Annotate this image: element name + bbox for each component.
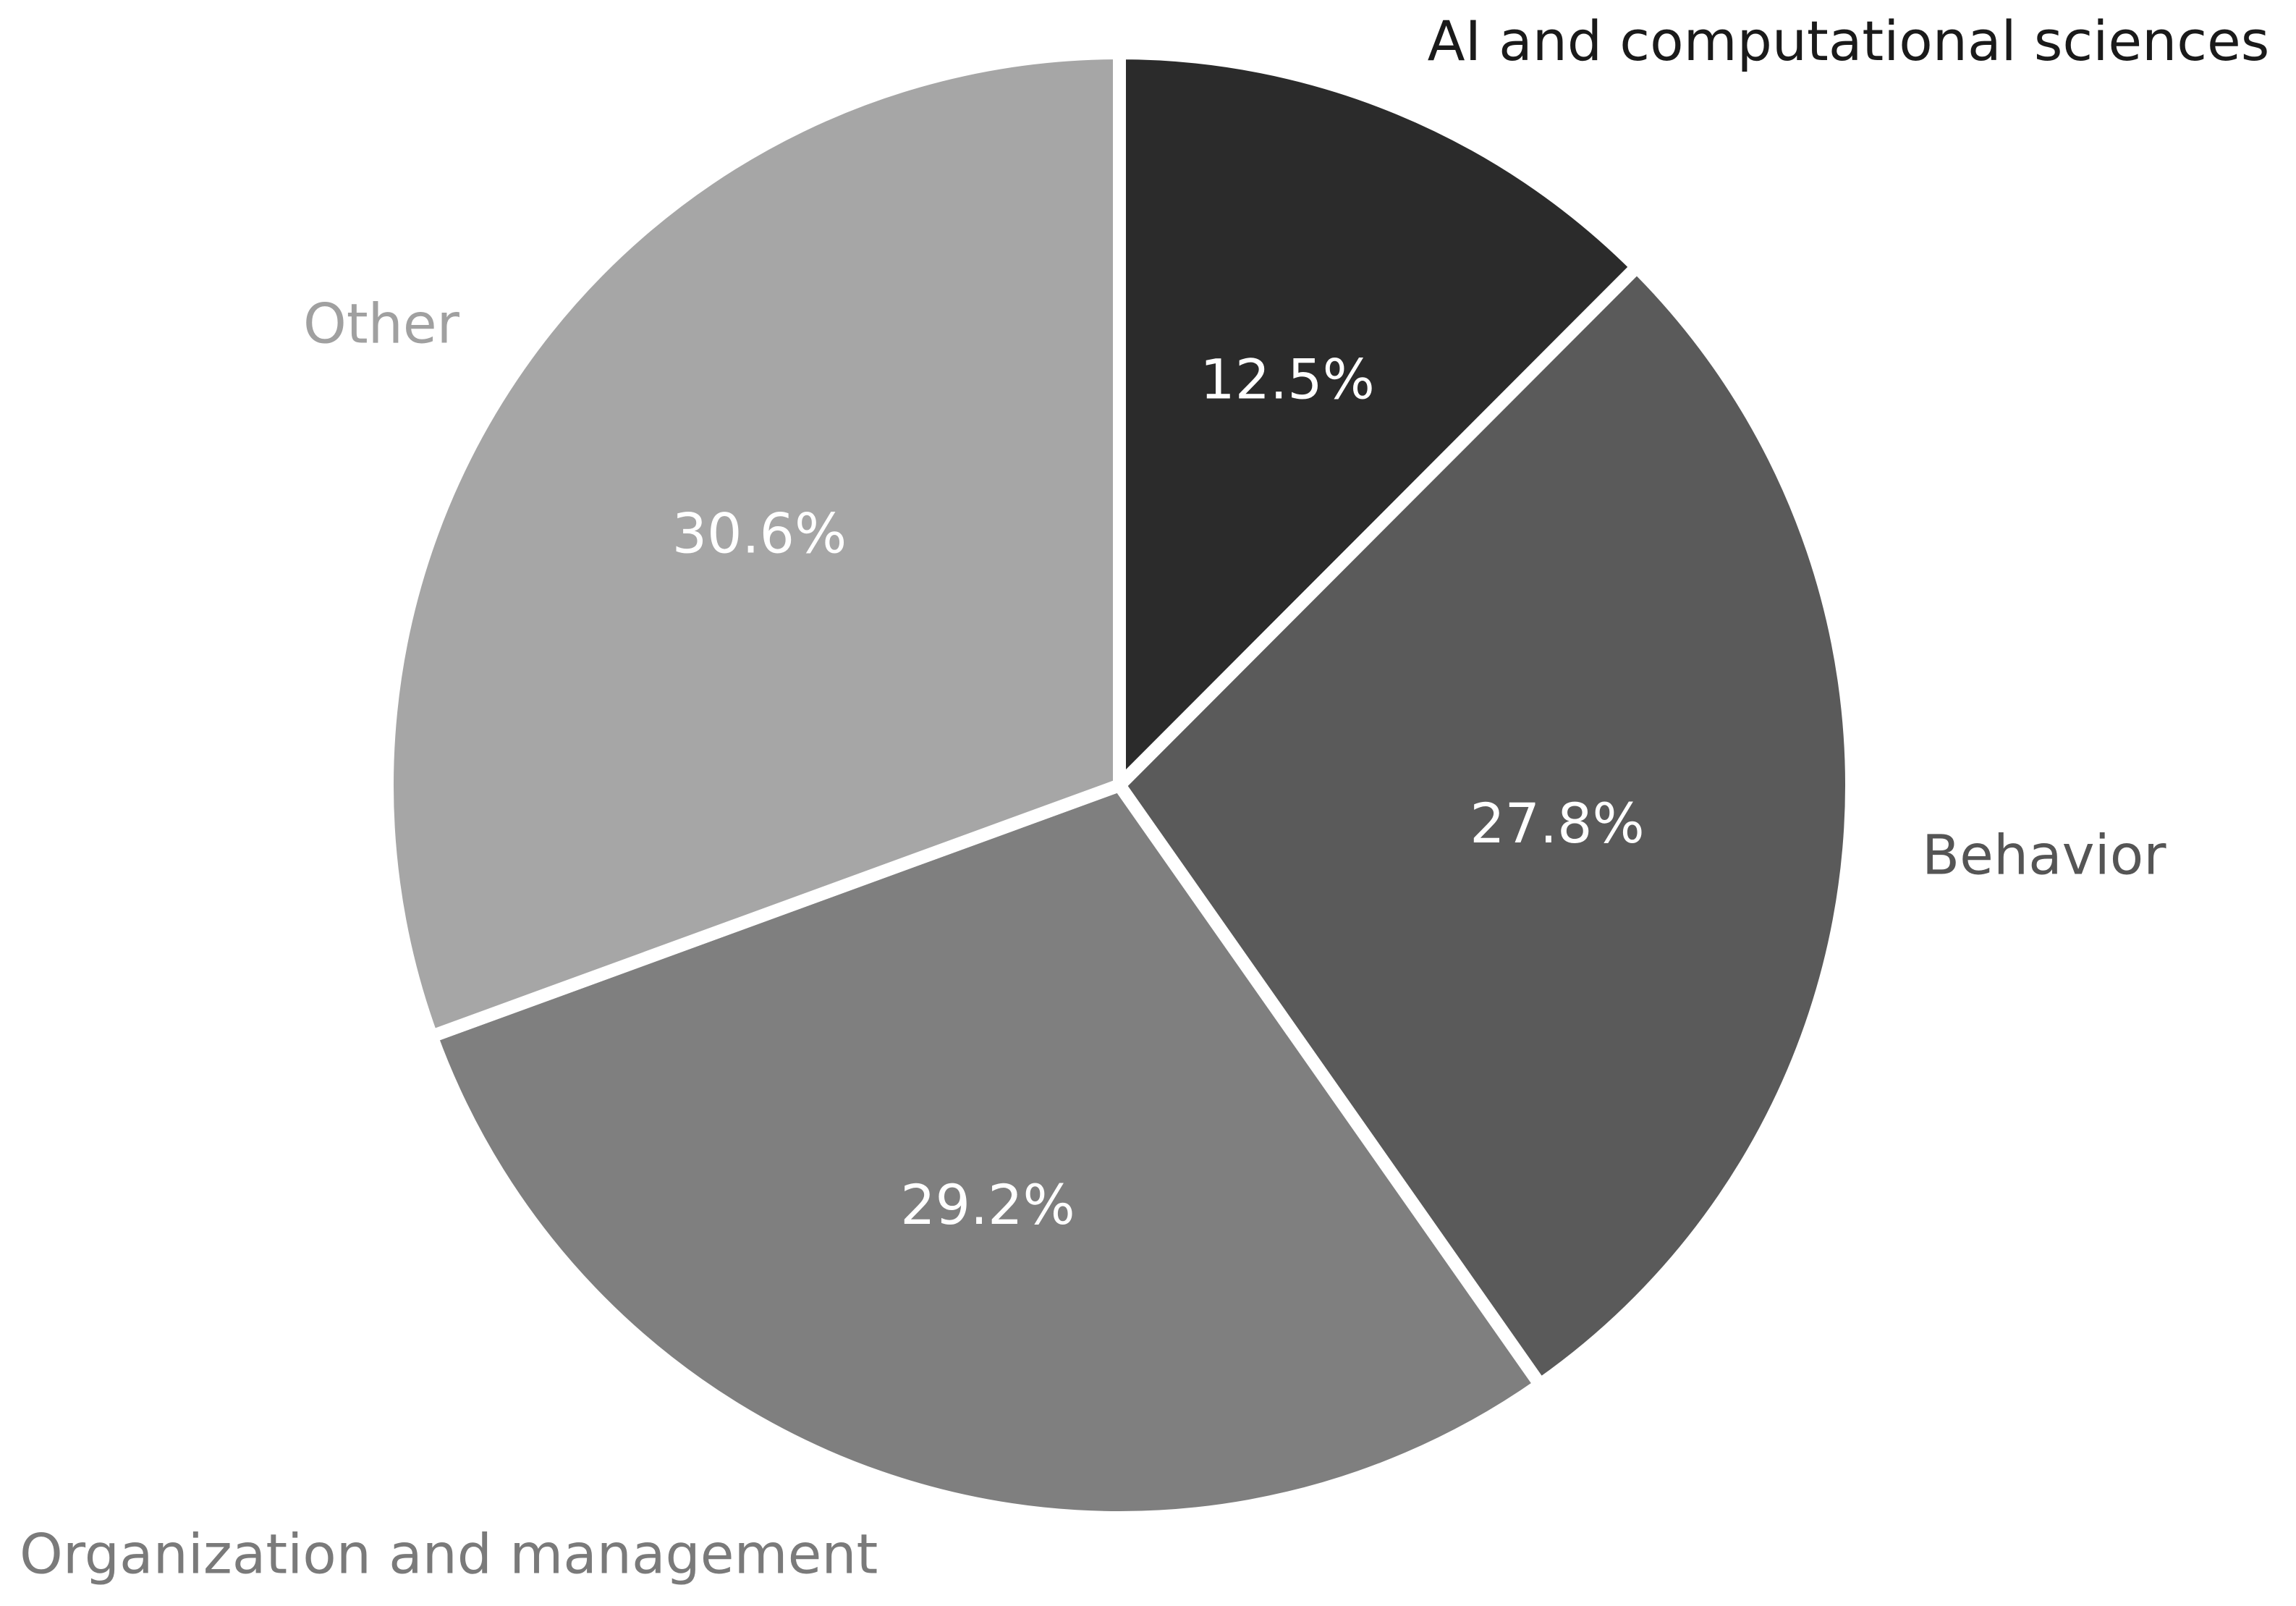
category-label-ai-and-computational-sciences: AI and computational sciences — [1428, 9, 2270, 73]
pie-slice-other — [381, 46, 1126, 1045]
percentage-labels: 12.5% 27.8% 29.2% 30.6% — [672, 347, 1645, 1236]
category-labels: AI and computational sciences Behavior Org… — [20, 9, 2269, 1586]
pct-label-other: 30.6% — [672, 501, 847, 565]
pie-slice-ai-and-computational-sciences — [1113, 46, 1646, 801]
pct-label-behavior: 27.8% — [1470, 791, 1644, 855]
pct-label-ai-and-computational-sciences: 12.5% — [1200, 347, 1374, 411]
pie-slice-behavior — [1111, 258, 1858, 1394]
category-label-organization-and-management: Organization and management — [20, 1522, 878, 1586]
category-label-behavior: Behavior — [1922, 822, 2166, 887]
pct-label-organization-and-management: 29.2% — [900, 1172, 1075, 1237]
pie-slices — [381, 46, 1858, 1524]
pie-slice-organization-and-management — [423, 777, 1549, 1524]
category-label-other: Other — [303, 291, 460, 355]
